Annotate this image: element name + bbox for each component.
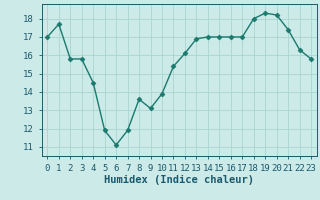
X-axis label: Humidex (Indice chaleur): Humidex (Indice chaleur) — [104, 175, 254, 185]
